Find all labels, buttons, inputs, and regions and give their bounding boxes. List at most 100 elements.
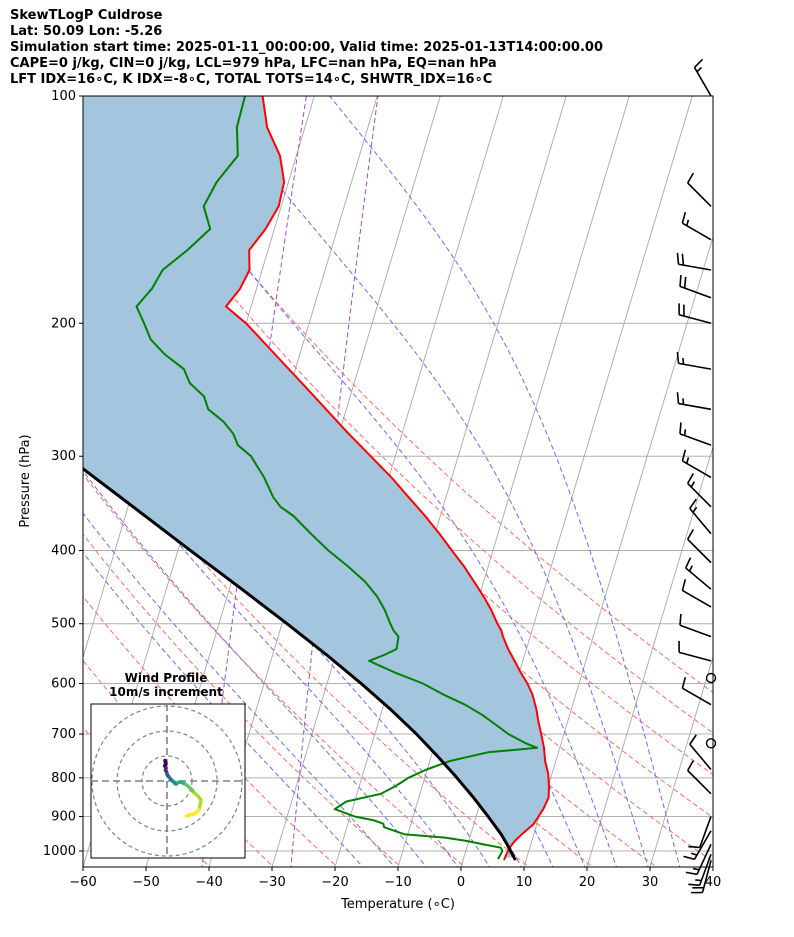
- barb-flag: [681, 211, 687, 224]
- wind-barb: [686, 760, 712, 795]
- barb-flag: [689, 734, 697, 745]
- barb-half-flag: [690, 481, 696, 488]
- wind-barb: [683, 830, 712, 861]
- wind-barb: [681, 676, 712, 706]
- barb-flag: [686, 760, 695, 771]
- barb-staff: [685, 567, 712, 590]
- barb-flag: [685, 871, 698, 876]
- barb-flag: [681, 579, 687, 591]
- wind-barb: [705, 738, 717, 749]
- barb-staff: [678, 263, 712, 271]
- barb-staff: [689, 507, 712, 535]
- y-axis-label: Pressure (hPa): [18, 434, 33, 527]
- barb-staff: [678, 402, 712, 411]
- barb-half-flag: [696, 66, 703, 73]
- y-tick-label: 400: [51, 544, 76, 559]
- y-tick-label: 900: [51, 809, 76, 824]
- x-axis-label: Temperature (∘C): [340, 897, 455, 912]
- wind-barb: [679, 613, 712, 638]
- barb-staff: [682, 460, 712, 479]
- barb-half-flag: [685, 219, 690, 226]
- wind-barb: [693, 58, 712, 97]
- barb-staff: [678, 313, 712, 325]
- moist-adiabat-line: [83, 423, 459, 867]
- x-tick-label: 0: [457, 875, 465, 890]
- calm-wind-circle: [705, 738, 717, 749]
- barb-half-flag: [690, 852, 698, 856]
- dry-adiabat-line: [83, 473, 466, 867]
- isotherm-line: [334, 96, 567, 867]
- barb-flag: [688, 883, 700, 887]
- hodograph-trace-segment: [184, 812, 193, 818]
- barb-staff: [687, 182, 712, 207]
- indices-line: LFT IDX=16∘C, K IDX=-8∘C, TOTAL TOTS=14∘…: [10, 72, 493, 87]
- temperature-profile: [225, 96, 550, 861]
- hodograph-plot: [91, 704, 245, 858]
- moist-adiabat-line: [83, 551, 364, 867]
- wind-barb: [689, 498, 712, 535]
- y-tick-label: 500: [51, 617, 76, 632]
- moist-adiabat-line: [328, 96, 681, 867]
- x-tick-label: 40: [705, 875, 722, 890]
- y-tick-label: 100: [51, 89, 76, 104]
- barb-staff: [679, 433, 712, 446]
- wind-barb: [679, 274, 712, 299]
- wind-barb: [681, 449, 712, 479]
- moist-adiabat-line: [83, 470, 427, 867]
- cape-cin-shading: [83, 96, 549, 858]
- y-tick-label: 200: [51, 316, 76, 331]
- barb-half-flag: [695, 879, 702, 882]
- wind-barb: [678, 640, 712, 662]
- barb-flag: [689, 498, 697, 509]
- barb-flag: [686, 528, 695, 540]
- dewpoint-profile: [135, 96, 539, 860]
- barb-flag: [679, 613, 682, 626]
- wind-barb: [678, 303, 712, 325]
- hodograph-subtitle: 10m/s increment: [109, 685, 223, 699]
- x-tick-label: −60: [69, 875, 96, 890]
- x-tick-label: 30: [642, 875, 659, 890]
- cape-line: CAPE=0 j/kg, CIN=0 j/kg, LCL=979 hPa, LF…: [10, 56, 497, 71]
- isotherm-line: [586, 445, 713, 867]
- barb-staff: [679, 624, 712, 638]
- barb-staff: [687, 482, 712, 508]
- moist-adiabat-line: [207, 96, 649, 867]
- barb-staff: [701, 860, 712, 893]
- barb-staff: [678, 651, 712, 662]
- dry-adiabat-line: [112, 96, 713, 694]
- barb-staff: [682, 687, 712, 706]
- wind-barb: [676, 392, 712, 411]
- dry-adiabat-line: [83, 533, 402, 867]
- y-tick-label: 800: [51, 771, 76, 786]
- wind-barb: [688, 816, 712, 849]
- x-tick-label: −10: [384, 875, 411, 890]
- barb-flag: [688, 845, 700, 849]
- barb-half-flag: [683, 429, 687, 436]
- barb-flag: [676, 392, 680, 404]
- wind-barb: [686, 528, 712, 564]
- coordinates-line: Lat: 50.09 Lon: -5.26: [10, 24, 163, 39]
- wind-barb: [691, 860, 712, 894]
- barb-half-flag: [692, 506, 698, 513]
- barb-staff: [678, 362, 712, 370]
- barb-staff: [682, 589, 712, 608]
- wind-barb: [676, 351, 712, 370]
- barb-half-flag: [692, 867, 700, 871]
- barb-staff: [687, 769, 712, 795]
- barb-staff: [687, 538, 712, 564]
- barb-staff: [698, 853, 712, 886]
- barb-flag: [684, 557, 692, 569]
- station-title: SkewTLogP Culdrose: [10, 8, 163, 23]
- barb-flag: [679, 422, 682, 434]
- isotherm-line: [712, 865, 713, 867]
- x-tick-label: −20: [321, 875, 348, 890]
- barb-staff: [689, 743, 712, 771]
- wind-barb: [686, 473, 712, 508]
- barb-flag: [681, 449, 687, 462]
- isotherm-line: [649, 655, 713, 867]
- barb-staff: [698, 816, 712, 848]
- x-tick-label: 20: [579, 875, 596, 890]
- wind-barb: [688, 853, 712, 887]
- barb-flag: [681, 253, 685, 266]
